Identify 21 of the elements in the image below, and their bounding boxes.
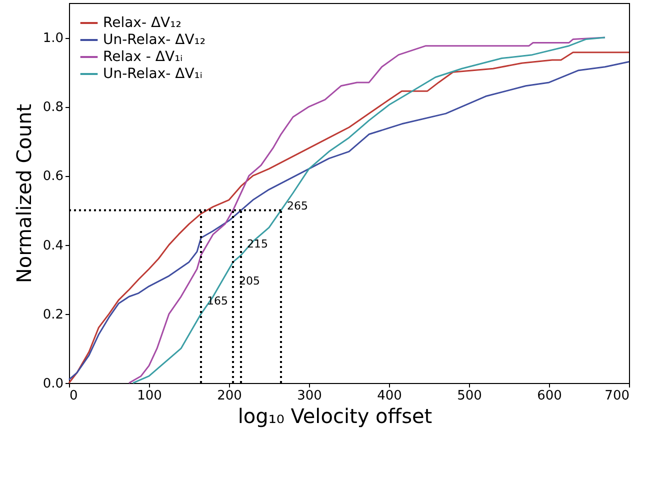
legend-label: Relax - ΔV₁ᵢ [103, 49, 183, 65]
x-tick-label: 500 [457, 388, 482, 404]
ref-line-label: 265 [287, 199, 308, 212]
y-tick-label: 0.2 [42, 307, 64, 322]
y-tick-label: 0.8 [42, 100, 64, 116]
x-axis-title: log₁₀ Velocity offset [238, 404, 432, 428]
y-tick-label: 1.0 [42, 31, 64, 46]
legend-label: Relax- ΔV₁₂ [103, 15, 182, 31]
y-tick-label: 0.6 [42, 169, 64, 184]
legend-label: Un-Relax- ΔV₁ᵢ [103, 66, 202, 82]
x-tick-label: 600 [537, 388, 562, 404]
x-tick-label: 200 [217, 388, 242, 404]
legend-label: Un-Relax- ΔV₁₂ [103, 32, 206, 48]
y-tick-label: 0.0 [42, 376, 64, 392]
x-tick-label: 400 [377, 388, 402, 404]
x-tick-label: 100 [137, 388, 162, 404]
x-tick-label: 700 [604, 388, 630, 404]
y-axis-title: Normalized Count [12, 104, 36, 284]
y-tick-label: 0.4 [42, 238, 64, 254]
x-tick-label: 0 [70, 388, 78, 404]
x-tick-label: 300 [297, 388, 322, 404]
